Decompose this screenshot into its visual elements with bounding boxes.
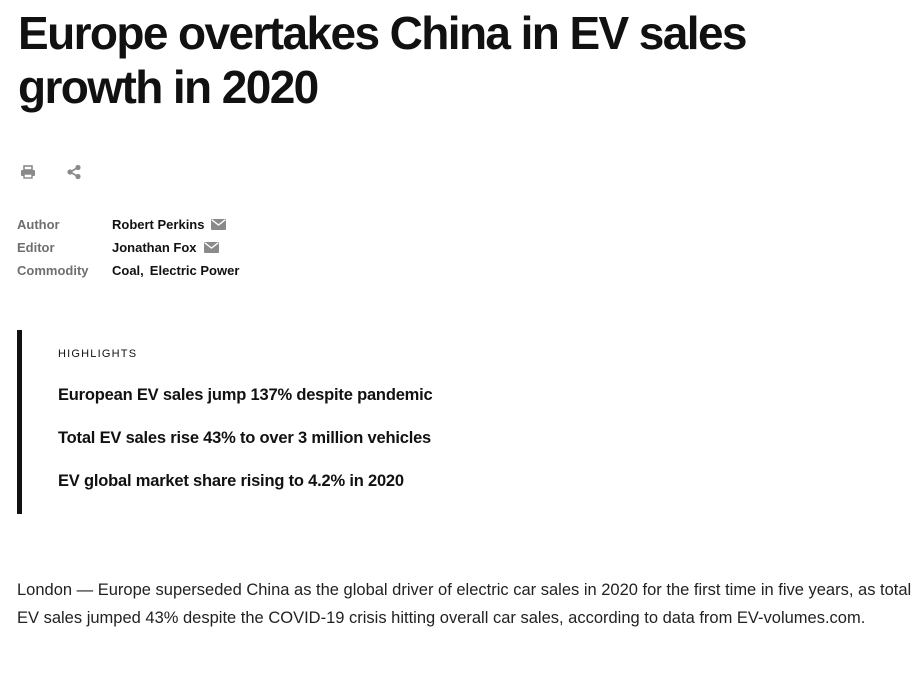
editor-name[interactable]: Jonathan Fox — [112, 240, 197, 255]
meta-row-editor: Editor Jonathan Fox — [17, 236, 239, 259]
commodity-link-coal[interactable]: Coal — [112, 263, 141, 278]
print-icon[interactable] — [19, 163, 37, 181]
editor-label: Editor — [17, 240, 55, 255]
author-name[interactable]: Robert Perkins — [112, 217, 205, 232]
highlight-item: Total EV sales rise 43% to over 3 millio… — [58, 429, 432, 447]
highlights-title: HIGHLIGHTS — [58, 348, 138, 360]
article-meta: Author Robert Perkins Editor Jonathan Fo… — [17, 213, 239, 282]
highlight-item: European EV sales jump 137% despite pand… — [58, 386, 433, 404]
article-body-paragraph: London — Europe superseded China as the … — [17, 581, 912, 627]
commodity-value: Coal , Electric Power — [112, 263, 239, 278]
highlights-box: HIGHLIGHTS European EV sales jump 137% d… — [17, 330, 617, 514]
author-label: Author — [17, 217, 60, 232]
author-value: Robert Perkins — [112, 217, 227, 232]
meta-row-author: Author Robert Perkins — [17, 213, 239, 236]
article-tools — [19, 162, 111, 182]
commodity-link-electric-power[interactable]: Electric Power — [149, 263, 240, 278]
article-headline: Europe overtakes China in EV sales growt… — [18, 7, 748, 113]
meta-row-commodity: Commodity Coal , Electric Power — [17, 259, 239, 282]
email-icon[interactable] — [203, 242, 219, 253]
email-icon[interactable] — [211, 219, 227, 230]
editor-value: Jonathan Fox — [112, 240, 219, 255]
commodity-label: Commodity — [17, 263, 89, 278]
highlight-item: EV global market share rising to 4.2% in… — [58, 472, 404, 490]
commodity-separator: , — [140, 263, 144, 278]
share-icon[interactable] — [65, 163, 83, 181]
